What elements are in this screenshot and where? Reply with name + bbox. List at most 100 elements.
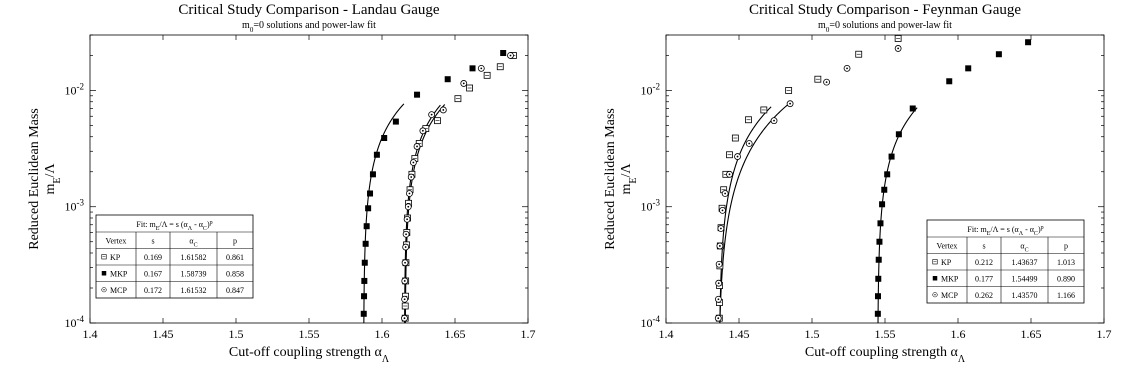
data-point-kp: [466, 84, 474, 92]
data-point-mcp: [715, 279, 723, 287]
data-point-mkp: [877, 220, 884, 227]
data-point-mcp: [843, 64, 851, 72]
data-point-mcp-dot: [412, 161, 415, 164]
y-axis-label-line2: mE/Λ: [43, 163, 63, 195]
feynman-gauge-plot: Critical Study Comparison - Feynman Gaug…: [603, 2, 1112, 365]
fit-curve-mkp: [363, 103, 405, 323]
data-point-mkp: [1025, 39, 1032, 46]
fit-table-vertex: MCP: [941, 291, 958, 300]
fit-table-title: Fit: mE/Λ = s (αΛ - αC)p: [967, 225, 1043, 237]
x-tick-label: 1.6: [375, 327, 390, 341]
fit-table-header: p: [233, 237, 237, 246]
plot-area: [714, 35, 1032, 323]
data-point-mcp-dot: [846, 67, 848, 70]
x-tick-label: 1.6: [951, 327, 966, 341]
data-point-mcp-dot: [406, 218, 409, 221]
data-point-mcp: [716, 242, 724, 250]
data-point-mkp: [879, 201, 886, 208]
data-point-mcp-dot: [728, 173, 731, 176]
data-point-mkp: [361, 277, 368, 284]
data-point-mkp: [414, 91, 421, 98]
y-tick-label: 10-2: [641, 81, 661, 97]
series-kp: [715, 35, 902, 322]
x-tick-label: 1.5: [805, 327, 820, 341]
x-tick-label: 1.45: [729, 327, 750, 341]
data-point-kp: [434, 117, 441, 125]
fit-table-marker: [101, 287, 107, 293]
data-point-mkp: [874, 310, 881, 317]
fit-table-p: 1.013: [1057, 258, 1075, 267]
x-axis-label: Cut-off coupling strength αΛ: [229, 345, 390, 365]
data-point-mcp-dot: [717, 282, 720, 285]
x-tick-label: 1.55: [875, 327, 896, 341]
data-point-mkp: [363, 223, 370, 230]
fit-table-p: 0.890: [1057, 274, 1075, 283]
fit-curve-mcp: [719, 101, 792, 323]
data-point-mcp-dot: [789, 102, 791, 105]
data-point-mkp: [884, 171, 891, 178]
x-tick-label: 1.4: [83, 327, 98, 341]
y-tick-label: 10-2: [65, 81, 85, 97]
data-point-kp: [760, 106, 768, 114]
data-point-kp: [496, 63, 504, 71]
data-point-mcp: [715, 295, 722, 303]
data-point-mkp: [365, 205, 372, 212]
data-point-mcp: [719, 207, 726, 214]
data-point-mcp: [401, 277, 409, 285]
fit-table-marker: [932, 292, 938, 298]
fit-table-alpha-c: 1.61532: [181, 286, 207, 295]
landau-gauge-plot: Critical Study Comparison - Landau Gauge…: [27, 2, 536, 365]
data-point-kp: [726, 151, 733, 159]
y-tick-label: 10-4: [65, 314, 85, 330]
fit-table: Fit: mE/Λ = s (αΛ - αC)p Vertex s αC p KP 0.21…: [926, 219, 1085, 304]
data-point-mcp-dot: [718, 263, 721, 266]
x-tick-label: 1.65: [445, 327, 466, 341]
fit-table-alpha-c: 1.54499: [1012, 274, 1038, 283]
data-point-mcp: [507, 52, 514, 59]
x-tick-label: 1.7: [1097, 327, 1112, 341]
data-point-mcp-dot: [462, 82, 465, 85]
fit-table-vertex: MKP: [110, 269, 128, 278]
fit-table-header: αC: [189, 237, 197, 249]
data-point-mcp: [406, 190, 413, 197]
fit-table-s: 0.262: [975, 291, 993, 300]
data-point-mcp-dot: [421, 129, 424, 132]
x-tick-label: 1.4: [659, 327, 674, 341]
data-point-mkp: [881, 186, 888, 193]
data-point-mkp: [360, 310, 367, 317]
fit-table-s: 0.177: [975, 274, 993, 283]
data-point-mkp: [995, 51, 1002, 58]
series-mkp: [874, 39, 1032, 317]
fit-table-header: αC: [1020, 242, 1028, 254]
fit-table-marker: [101, 271, 107, 276]
fit-table-title: Fit: mE/Λ = s (αΛ - αC)p: [136, 220, 212, 232]
data-point-mkp: [500, 50, 507, 57]
data-point-mcp: [413, 143, 421, 150]
data-point-mkp: [946, 78, 953, 85]
data-point-mcp: [477, 64, 485, 72]
x-tick-label: 1.7: [521, 327, 536, 341]
data-point-mcp-dot: [718, 245, 721, 247]
data-point-mkp: [361, 293, 368, 300]
data-point-kp: [483, 71, 491, 79]
fit-table-p: 1.166: [1057, 291, 1075, 300]
fit-table-marker-kp: [101, 254, 107, 260]
data-point-mcp: [419, 127, 427, 135]
fit-table-header: s: [151, 237, 154, 246]
fit-table-marker-mkp: [101, 271, 107, 276]
series-mcp: [401, 52, 514, 322]
data-point-mkp: [444, 76, 451, 83]
data-point-mcp: [428, 111, 436, 119]
data-point-mcp-dot: [404, 246, 407, 248]
y-tick-label: 10-3: [641, 198, 661, 214]
x-tick-label: 1.65: [1021, 327, 1042, 341]
y-axis-label: Reduced Euclidean Mass mE/Λ: [603, 108, 639, 250]
fit-table-vertex: MCP: [110, 286, 127, 295]
landau-gauge-chart: Critical Study Comparison - Landau Gauge…: [27, 2, 536, 365]
chart-subtitle: m0=0 solutions and power-law fit: [242, 20, 376, 34]
fit-table-p: 0.861: [226, 253, 244, 262]
data-point-mkp: [361, 259, 368, 266]
y-axis-label: Reduced Euclidean Mass mE/Λ: [27, 108, 63, 250]
fit-table-marker-kp: [932, 259, 938, 265]
fit-table-marker: [932, 259, 938, 265]
